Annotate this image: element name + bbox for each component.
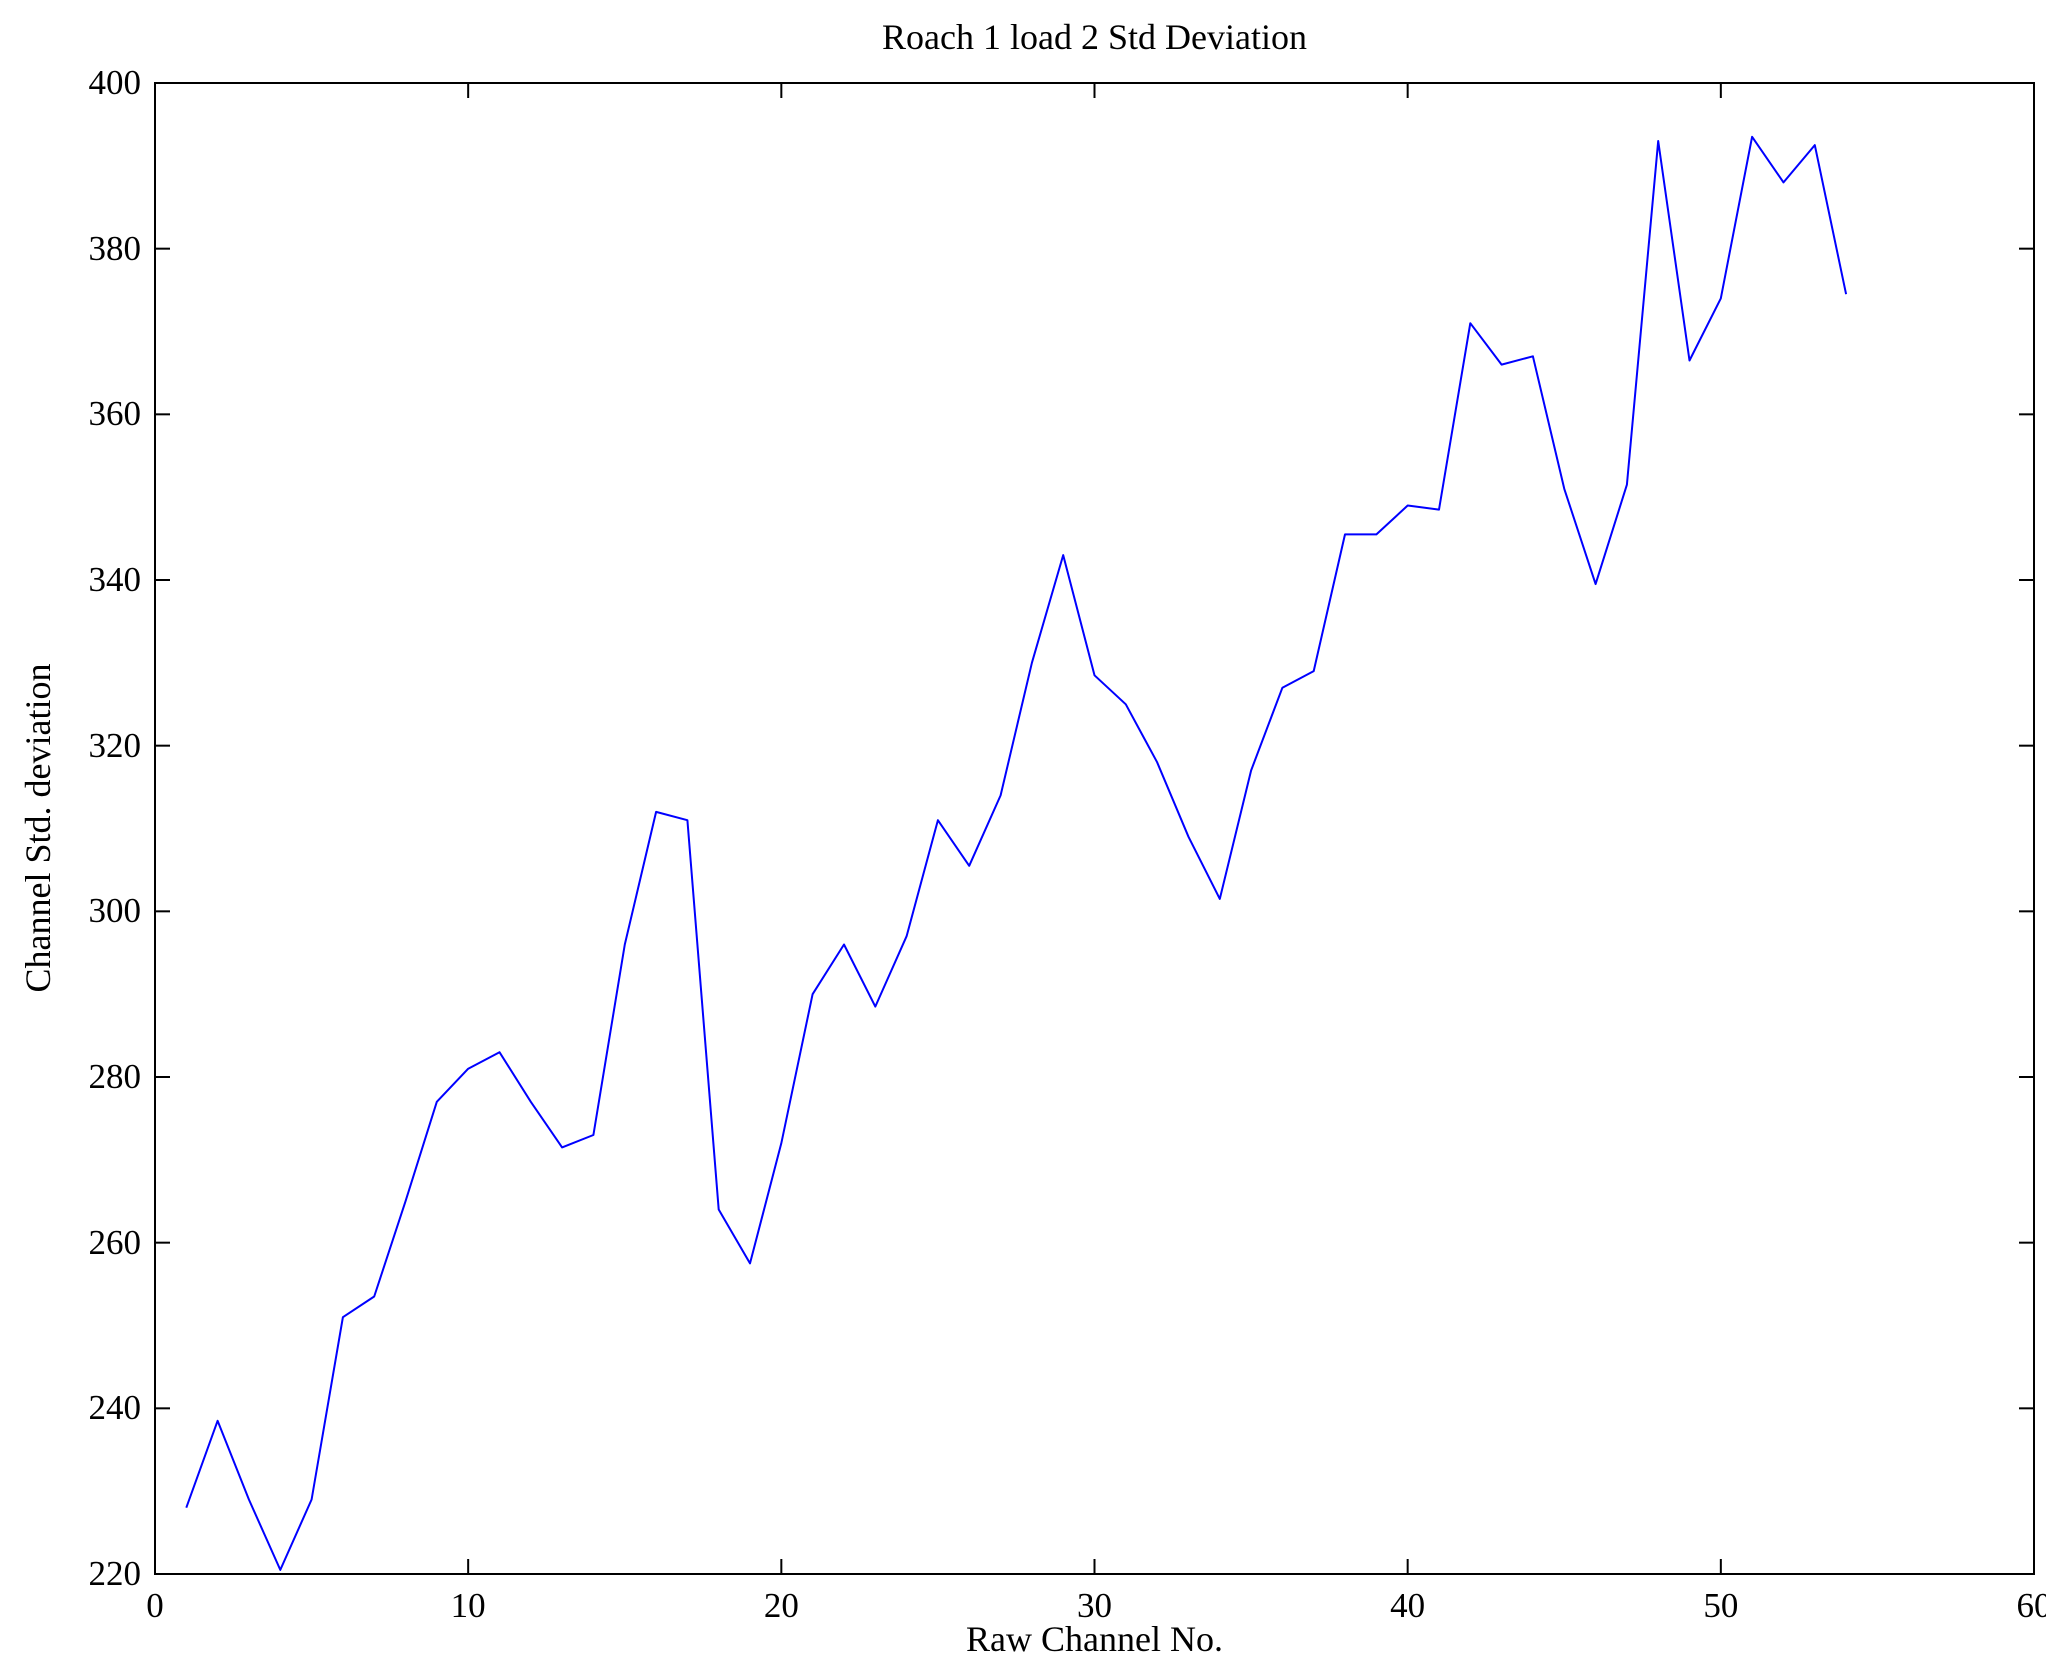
x-tick-label: 10 <box>450 1586 486 1625</box>
data-line <box>185 135 1848 1571</box>
y-tick-label: 220 <box>88 1554 142 1593</box>
x-tick-label: 50 <box>1703 1586 1739 1625</box>
y-tick-label: 280 <box>88 1057 142 1096</box>
x-tick-label: 30 <box>1077 1586 1112 1625</box>
x-tick-label: 0 <box>146 1586 164 1625</box>
y-tick-label: 380 <box>88 228 142 268</box>
y-tick-label: 260 <box>88 1222 142 1262</box>
y-tick-label: 240 <box>88 1388 142 1428</box>
x-tick-label: 60 <box>2016 1586 2046 1625</box>
x-tick-label: 40 <box>1390 1586 1426 1625</box>
y-tick-label: 360 <box>88 394 142 434</box>
axes-box <box>154 82 2035 1575</box>
y-tick-label: 400 <box>88 63 142 102</box>
chart-title: Roach 1 load 2 Std Deviation <box>882 17 1307 57</box>
x-tick-label: 20 <box>763 1586 799 1625</box>
y-tick-label: 320 <box>88 725 142 765</box>
y-tick-label: 300 <box>88 891 142 931</box>
y-axis-label: Channel Std. deviation <box>18 663 58 993</box>
y-tick-label: 340 <box>88 560 142 599</box>
x-axis-label: Raw Channel No. <box>966 1619 1223 1659</box>
